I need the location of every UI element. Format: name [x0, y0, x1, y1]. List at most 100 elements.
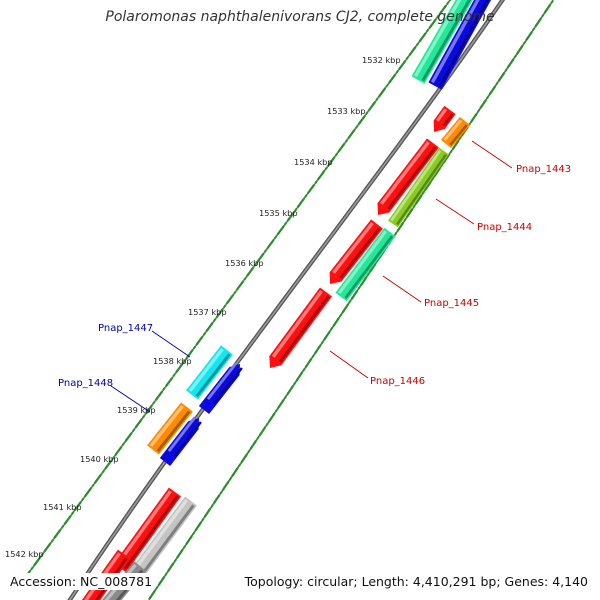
ruler-dot — [228, 476, 233, 481]
gene-label: Pnap_1446 — [370, 376, 425, 387]
gene-pnap-1445[interactable] — [335, 227, 396, 302]
ruler-dot — [265, 422, 269, 427]
gene-highlight — [149, 404, 184, 447]
ruler-dot — [436, 14, 440, 19]
ruler-dot — [460, 132, 465, 137]
gene-body — [377, 138, 439, 215]
ruler-dot — [378, 255, 382, 260]
ruler-dot — [124, 438, 128, 443]
gene-highlight — [116, 490, 172, 565]
gene-red-1[interactable] — [433, 105, 456, 132]
ruler-dot — [302, 367, 306, 372]
tick-label: 1531 kbp — [382, 2, 421, 12]
gene-label: Pnap_1448 — [58, 378, 113, 389]
ruler-dot — [334, 152, 339, 157]
gene-label: Pnap_1445 — [424, 298, 479, 309]
gene-pnap-1444[interactable] — [388, 147, 449, 228]
callout-pnap-1445: Pnap_1445 — [382, 275, 479, 309]
ruler-dot — [103, 466, 108, 471]
gene-shadow — [442, 113, 454, 127]
ruler-dot — [396, 228, 400, 233]
ruler-dot — [101, 469, 105, 474]
ruler-dot — [221, 487, 226, 492]
ruler-dot — [541, 13, 545, 18]
ruler-dot — [449, 149, 453, 154]
ruler-dot — [414, 200, 419, 205]
ruler-dot — [320, 340, 324, 345]
gene-shadow — [387, 146, 437, 210]
ruler-dot — [215, 314, 219, 319]
ruler-dot — [513, 54, 517, 59]
gene-highlight — [337, 230, 387, 295]
ruler-dot — [525, 37, 529, 42]
ruler-dot — [154, 397, 159, 402]
ruler-dot — [403, 217, 407, 222]
ruler-dot — [344, 138, 349, 143]
ruler-dot — [433, 173, 437, 178]
ruler-dot — [286, 218, 290, 223]
ruler-dot — [367, 107, 372, 112]
ruler-dot — [121, 442, 126, 447]
callout-pnap-1447: Pnap_1447 — [98, 323, 191, 358]
gene-grey-bottom[interactable] — [129, 496, 198, 580]
ruler-dot — [534, 23, 538, 28]
ruler-dot — [324, 166, 328, 171]
ruler-dot — [354, 125, 359, 129]
ruler-dot — [53, 535, 57, 540]
ruler-dot — [175, 555, 180, 560]
ruler-dot — [210, 504, 214, 509]
gene-shadow — [123, 495, 179, 570]
ruler-dot — [405, 214, 409, 219]
ruler-dot — [50, 538, 55, 543]
gene-highlight — [206, 362, 238, 401]
gene-top-green[interactable] — [411, 0, 477, 84]
ruler-dot — [231, 473, 235, 478]
ruler-dot — [286, 391, 290, 396]
ruler-dot — [155, 585, 159, 590]
ruler-dot — [43, 549, 47, 553]
ruler-dot — [258, 432, 262, 437]
ruler-dot — [164, 572, 168, 577]
ruler-dot — [375, 258, 380, 263]
ruler-dot — [394, 231, 398, 236]
kbp-tick-labels: 1531 kbp 1532 kbp 1533 kbp 1534 kbp 1535 kbp… — [5, 2, 421, 559]
ruler-dot — [531, 27, 536, 32]
backbone-highlight — [68, 0, 504, 600]
gene-body — [186, 345, 233, 400]
gene-highlight — [167, 416, 197, 453]
gene-shadow — [156, 410, 191, 453]
ruler-dot — [408, 52, 412, 57]
callout-pnap-1448: Pnap_1448 — [58, 378, 151, 413]
leader-line — [471, 140, 513, 169]
gene-red-3[interactable] — [329, 219, 383, 284]
ruler-dot — [283, 395, 288, 400]
ruler-dot — [322, 337, 327, 342]
ruler-dot — [316, 176, 321, 181]
ruler-dot — [442, 160, 446, 165]
gene-label: Pnap_1447 — [98, 323, 153, 334]
gene-red-bottom[interactable] — [113, 487, 182, 573]
ruler-dot — [332, 323, 336, 328]
ruler-dot — [415, 42, 420, 47]
gene-red-4[interactable] — [269, 287, 333, 368]
gene-pnap-1443[interactable] — [440, 116, 471, 149]
gene-red-2[interactable] — [377, 138, 439, 215]
gene-shadow — [438, 0, 490, 88]
gene-top-blue[interactable] — [428, 0, 494, 90]
gene-highlight — [132, 499, 188, 572]
gene-blue-1[interactable] — [198, 362, 243, 415]
ruler-dot — [164, 383, 169, 388]
ruler-dot — [83, 493, 88, 498]
ruler-dot — [366, 272, 370, 277]
ruler-dot — [30, 566, 34, 571]
gene-highlight — [332, 221, 374, 274]
ruler-dot — [253, 262, 257, 267]
gene-blue-2[interactable] — [159, 416, 202, 466]
ruler-dot — [458, 136, 462, 141]
ruler-dot — [504, 68, 508, 73]
ruler-dot — [223, 304, 227, 309]
gene-highlight — [390, 149, 442, 222]
gene-pnap-1448[interactable] — [147, 402, 193, 455]
gene-pnap-1447[interactable] — [186, 345, 233, 400]
